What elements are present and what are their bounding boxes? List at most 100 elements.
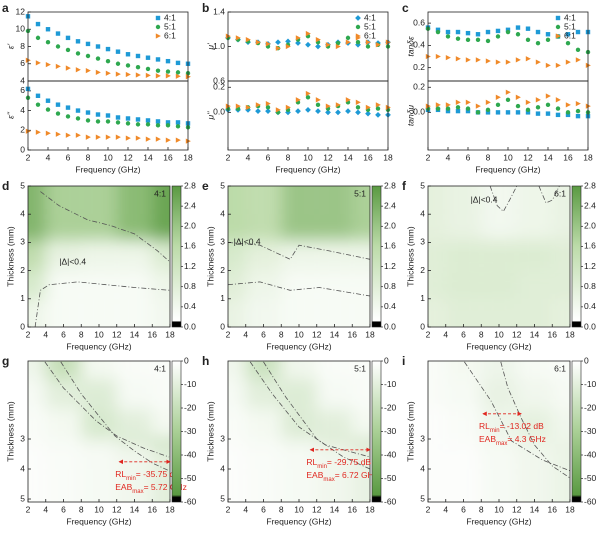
- ratio-label: 5:1: [354, 188, 366, 198]
- colorbar-tick-label: -30: [584, 426, 597, 436]
- x-tick-label: 10: [94, 504, 104, 514]
- data-point: [445, 29, 451, 35]
- heatmap-cell: [445, 409, 482, 439]
- x-tick-label: 14: [130, 504, 140, 514]
- eab-note: RLmin= -35.75 dB: [115, 469, 180, 481]
- data-point: [115, 49, 121, 54]
- data-point: [455, 105, 461, 110]
- data-point: [45, 130, 51, 136]
- x-axis-label: Frequency (GHz): [66, 341, 131, 351]
- heatmap-cell: [228, 444, 246, 502]
- data-point: [145, 118, 151, 123]
- data-point: [445, 108, 451, 114]
- x-tick-label: 8: [279, 504, 284, 514]
- data-point: [155, 57, 161, 62]
- data-point: [545, 102, 551, 108]
- data-point: [55, 44, 61, 49]
- colorbar-tick-label: 1.6: [184, 241, 196, 251]
- colorbar-tick-label: -10: [184, 379, 197, 389]
- data-point: [175, 60, 181, 66]
- legend-marker: [355, 33, 361, 39]
- heatmap-cell: [245, 379, 282, 409]
- data-point: [305, 41, 311, 48]
- x-axis-label: Frequency (GHz): [466, 516, 531, 526]
- x-tick-label: 18: [165, 504, 175, 514]
- contour-line: [228, 281, 370, 297]
- heatmap-cell: [516, 186, 553, 240]
- x-tick-label: 6: [61, 504, 66, 514]
- data-point: [105, 46, 111, 52]
- data-point: [475, 110, 481, 115]
- data-point: [235, 35, 241, 41]
- data-point: [565, 102, 571, 108]
- colorbar-tick-label: -60: [584, 496, 597, 506]
- x-tick-label: 8: [479, 329, 484, 339]
- data-point: [485, 38, 491, 44]
- heatmap-cell: [228, 242, 246, 271]
- data-point: [455, 36, 461, 41]
- colorbar-tick-label: 2.0: [384, 221, 396, 231]
- note-part: min: [490, 427, 500, 433]
- x-tick-label: 12: [112, 329, 122, 339]
- colorbar: [571, 360, 582, 503]
- data-point: [575, 47, 581, 53]
- y-tick-label: 3: [20, 237, 25, 247]
- data-point: [125, 116, 131, 121]
- x-tick-label: 16: [163, 152, 173, 162]
- data-point: [485, 58, 491, 64]
- data-point: [45, 98, 51, 103]
- y-axis-label: μ': [205, 43, 215, 51]
- data-point: [155, 123, 161, 128]
- contour-line: [44, 361, 170, 458]
- data-point: [135, 72, 141, 78]
- heatmap-cell: [352, 242, 370, 271]
- colorbar-tick-label: 0.8: [384, 281, 396, 291]
- heatmap-cell: [316, 409, 353, 439]
- y-axis-label: Thickness (mm): [405, 226, 415, 287]
- data-point: [515, 103, 521, 109]
- data-point: [475, 37, 481, 43]
- data-point: [175, 70, 181, 75]
- y-axis-label: tanδε: [405, 36, 415, 57]
- heatmap-cell: [516, 409, 553, 439]
- x-tick-label: 2: [26, 152, 31, 162]
- data-point: [95, 44, 101, 49]
- colorbar-tick-label: 0.8: [184, 281, 196, 291]
- colorbar-tick-label: 2.0: [184, 221, 196, 231]
- colorbar: [371, 185, 382, 328]
- data-point: [305, 30, 311, 37]
- data-point: [105, 134, 111, 140]
- x-tick-label: 12: [312, 504, 322, 514]
- data-point: [435, 106, 441, 111]
- y-tick-label: 4: [420, 208, 425, 218]
- panel-letter: i: [402, 354, 405, 368]
- data-point: [575, 29, 581, 35]
- data-point: [105, 119, 111, 124]
- heatmap-cell: [81, 270, 117, 299]
- y-tick-label: 0.2: [213, 82, 225, 92]
- data-point: [75, 39, 81, 44]
- y-tick-label: 0.6: [413, 17, 425, 27]
- legend-label: 5:1: [164, 21, 176, 31]
- x-tick-label: 4: [46, 152, 51, 162]
- x-tick-label: 8: [279, 329, 284, 339]
- note-part: EAB: [115, 482, 132, 492]
- data-point: [505, 27, 511, 33]
- y-tick-label: 4: [220, 463, 225, 473]
- data-point: [45, 27, 51, 32]
- data-point: [565, 40, 571, 46]
- data-point: [465, 106, 471, 111]
- legend-label: 6:1: [164, 30, 176, 40]
- x-axis-label: Frequency (GHz): [75, 164, 140, 174]
- heatmap-cell: [552, 379, 570, 409]
- data-point: [315, 36, 321, 43]
- y-tick-label: 4: [20, 208, 25, 218]
- x-tick-label: 18: [565, 329, 575, 339]
- y-tick-label: 1: [420, 293, 425, 303]
- data-point: [145, 136, 151, 142]
- colorbar-tick-label: 0.0: [584, 321, 596, 331]
- heatmap-cell: [316, 242, 353, 271]
- data-point: [165, 120, 171, 125]
- heatmap-cell: [352, 444, 370, 502]
- ratio-label: 6:1: [554, 188, 566, 198]
